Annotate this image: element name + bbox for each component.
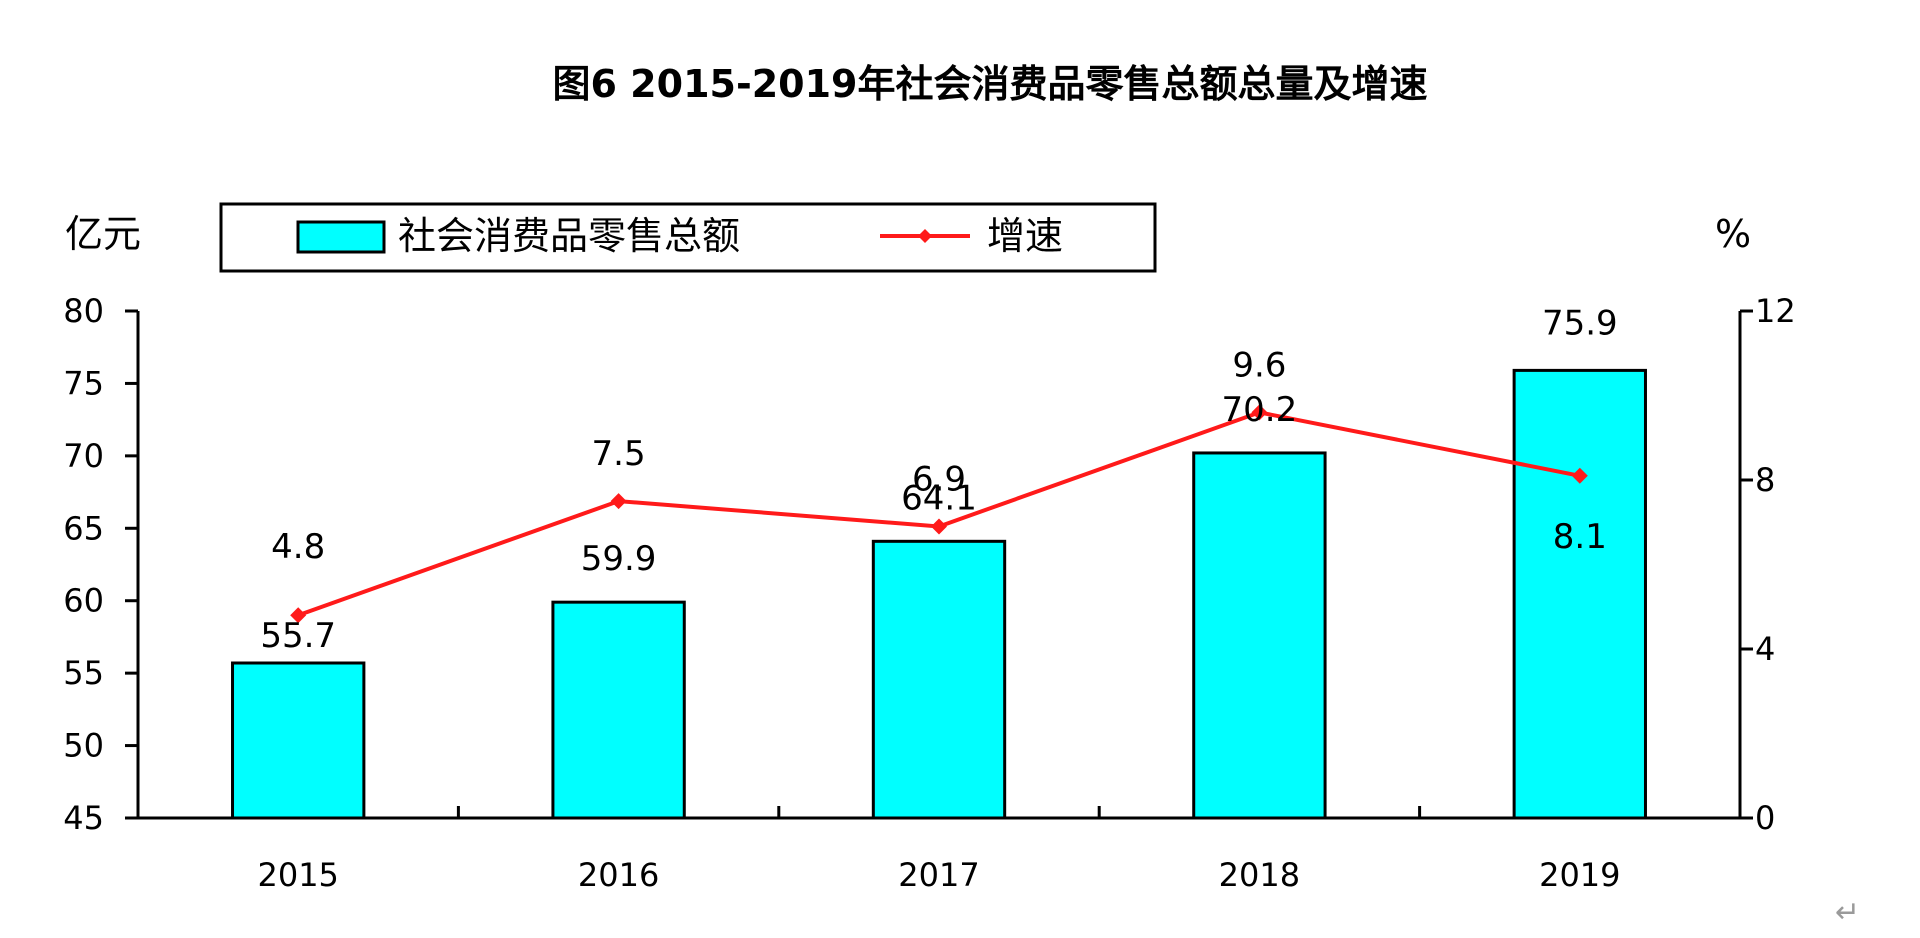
growth-value-label-2016: 7.5 xyxy=(592,434,646,474)
legend: 社会消费品零售总额 增速 xyxy=(219,202,1157,273)
legend-bar-swatch xyxy=(296,220,386,254)
left-axis-tick-label: 45 xyxy=(63,799,104,837)
bar-2017 xyxy=(871,539,1007,820)
bar-2018 xyxy=(1192,451,1327,820)
legend-line-label: 增速 xyxy=(987,214,1063,258)
x-axis-tick-label-2018: 2018 xyxy=(1219,856,1300,894)
bar-2019 xyxy=(1512,368,1647,820)
bar-value-label-2018: 70.2 xyxy=(1222,390,1298,430)
chart-title: 图6 2015-2019年社会消费品零售总额总量及增速 xyxy=(553,62,1428,106)
right-axis-tick-label: 0 xyxy=(1755,799,1775,837)
growth-point-2016 xyxy=(610,493,627,510)
right-axis-unit: % xyxy=(1715,212,1751,256)
right-axis-tick-label: 8 xyxy=(1755,461,1775,499)
bar-2016 xyxy=(551,600,686,820)
growth-point-2018 xyxy=(1251,404,1268,421)
left-axis-tick-label: 60 xyxy=(63,582,104,620)
plot-area: 80 75 70 65 60 55 50 45 12 8 4 0 2015 2016 2017 2018 201… xyxy=(63,292,1795,894)
growth-value-label-2018: 9.6 xyxy=(1232,345,1286,385)
left-axis-tick-label: 65 xyxy=(63,509,104,547)
left-axis-tick-label: 55 xyxy=(63,654,104,692)
left-axis-unit: 亿元 xyxy=(65,212,141,256)
bar-value-label-2019: 75.9 xyxy=(1542,303,1618,343)
legend-bar-label: 社会消费品零售总额 xyxy=(398,214,740,258)
legend-line-marker xyxy=(918,229,932,243)
growth-point-2015 xyxy=(290,607,307,624)
growth-point-2019 xyxy=(1571,467,1588,484)
growth-value-label-2019: 8.1 xyxy=(1553,517,1607,557)
left-axis-tick-label: 80 xyxy=(63,292,104,330)
x-axis-tick-label-2017: 2017 xyxy=(898,856,979,894)
x-axis-tick-label-2015: 2015 xyxy=(257,856,338,894)
left-axis-tick-label: 70 xyxy=(63,437,104,475)
x-axis-tick-label-2016: 2016 xyxy=(578,856,659,894)
left-axis-tick-label: 75 xyxy=(63,364,104,402)
growth-value-label-2015: 4.8 xyxy=(271,527,325,567)
right-axis-tick-label: 4 xyxy=(1755,630,1775,668)
bar-2015 xyxy=(231,661,366,820)
left-axis-tick-label: 50 xyxy=(63,727,104,765)
bar-value-label-2016: 59.9 xyxy=(581,539,657,579)
return-mark: ↵ xyxy=(1835,895,1860,930)
growth-value-label-2017: 6.9 xyxy=(912,459,966,499)
bar-value-label-2017: 64.1 xyxy=(901,478,977,518)
right-axis-tick-label: 12 xyxy=(1755,292,1796,330)
growth-point-2017 xyxy=(931,518,947,535)
bar-value-label-2015: 55.7 xyxy=(260,616,336,656)
x-axis-tick-label-2019: 2019 xyxy=(1539,856,1620,894)
